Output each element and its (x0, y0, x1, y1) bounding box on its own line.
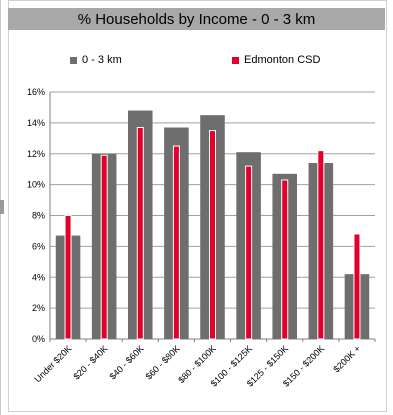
legend-swatch-series-2 (232, 56, 239, 64)
bar-series-2-6 (281, 179, 289, 340)
bar-series-2-4 (209, 130, 216, 340)
x-tick-label-0: Under $20K (32, 343, 73, 384)
legend-label-series-2: Edmonton CSD (244, 54, 321, 66)
bar-series-2-1 (100, 154, 108, 340)
bar-series-2-3 (172, 145, 180, 340)
x-tick-label-3: $60 - $80K (144, 343, 182, 381)
y-tick-label-4: 8% (32, 211, 45, 221)
legend-label-series-1: 0 - 3 km (82, 54, 122, 66)
y-tick-label-5: 10% (27, 180, 45, 190)
y-tick-label-1: 2% (32, 303, 45, 313)
y-tick-label-7: 14% (27, 118, 45, 128)
chart-title-bar: % Households by Income - 0 - 3 km (8, 8, 385, 30)
y-tick-label-0: 0% (32, 334, 45, 344)
bar-series-2-0 (64, 215, 72, 340)
legend-item-series-2: Edmonton CSD (232, 54, 320, 66)
y-tick-label-6: 12% (27, 149, 45, 159)
bar-series-2-7 (317, 150, 325, 340)
chart-title: % Households by Income - 0 - 3 km (77, 10, 316, 28)
bar-series-2-2 (136, 127, 144, 340)
y-tick-label-8: 16% (27, 87, 45, 97)
bar-series-2-5 (245, 165, 253, 340)
y-tick-label-2: 4% (32, 272, 45, 282)
bar-series-2-8 (353, 233, 361, 340)
chart-legend: 0 - 3 km Edmonton CSD (0, 54, 393, 70)
x-tick-label-8: $200K + (331, 343, 362, 374)
side-marker (0, 200, 4, 214)
x-tick-label-1: $20 - $40K (71, 343, 109, 381)
x-tick-label-2: $40 - $60K (107, 343, 145, 381)
legend-swatch-series-1 (70, 56, 77, 64)
legend-item-series-1: 0 - 3 km (70, 54, 122, 66)
y-tick-label-3: 6% (32, 241, 45, 251)
